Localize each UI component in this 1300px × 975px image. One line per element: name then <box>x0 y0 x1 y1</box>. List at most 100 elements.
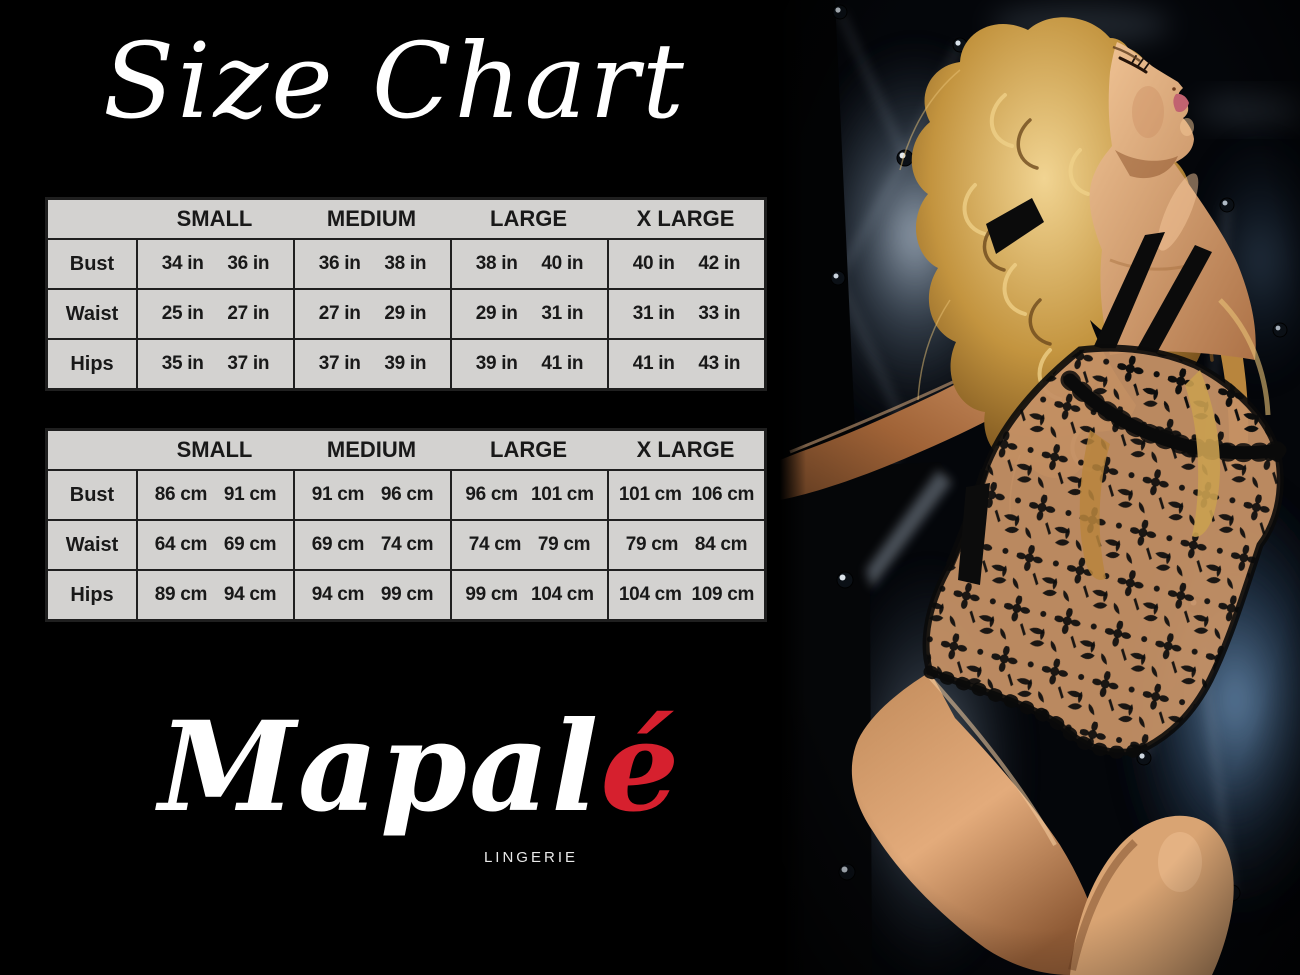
size-value: 41 in <box>541 353 584 374</box>
info-panel: Size Chart SMALL MEDIUM LARGE X LARGE Bust 34… <box>45 20 767 866</box>
size-value: 69 cm <box>223 534 277 555</box>
table-row: Hips 35 in 37 in 37 in 39 in 39 in 41 in 41 in 4… <box>48 338 764 388</box>
value-cell: 36 in 38 in <box>293 240 450 288</box>
header-spacer <box>48 200 136 238</box>
brand-tagline: LINGERIE <box>483 849 578 866</box>
size-value: 37 in <box>318 353 361 374</box>
size-header-cell: MEDIUM <box>326 206 417 231</box>
size-value: 40 in <box>541 253 584 274</box>
table-header-row: SMALL MEDIUM LARGE X LARGE <box>48 200 764 238</box>
size-value: 74 cm <box>380 534 434 555</box>
size-value: 104 cm <box>531 584 594 605</box>
size-value: 104 cm <box>618 584 682 605</box>
table-row: Bust 86 cm 91 cm 91 cm 96 cm 96 cm 101 cm 101 c… <box>48 469 764 519</box>
size-value: 106 cm <box>691 484 755 505</box>
size-value: 99 cm <box>465 584 518 605</box>
page-title: Size Chart <box>103 20 687 142</box>
row-label-cell: Hips <box>70 583 114 606</box>
size-header-cell: MEDIUM <box>326 437 417 462</box>
size-value: 36 in <box>318 253 361 274</box>
size-header-cell: LARGE <box>490 206 567 231</box>
size-value: 38 in <box>384 253 427 274</box>
size-value: 99 cm <box>380 584 434 605</box>
size-value: 31 in <box>541 303 584 324</box>
size-value: 109 cm <box>691 584 755 605</box>
vignette <box>780 0 1300 975</box>
size-value: 36 in <box>227 253 270 274</box>
size-value: 39 in <box>475 353 518 374</box>
table-header-row: SMALL MEDIUM LARGE X LARGE <box>48 431 764 469</box>
size-value: 33 in <box>698 303 741 324</box>
value-cell: 101 cm 106 cm <box>607 471 764 519</box>
value-cell: 31 in 33 in <box>607 290 764 338</box>
size-value: 29 in <box>475 303 518 324</box>
size-value: 41 in <box>632 353 675 374</box>
value-cell: 99 cm 104 cm <box>450 571 607 619</box>
size-value: 96 cm <box>380 484 434 505</box>
value-cell: 39 in 41 in <box>450 340 607 388</box>
size-table-inches: SMALL MEDIUM LARGE X LARGE Bust 34 in 36 in 36 … <box>45 197 767 391</box>
size-value: 94 cm <box>311 584 365 605</box>
table-row: Waist 25 in 27 in 27 in 29 in 29 in 31 in 31 in… <box>48 288 764 338</box>
size-value: 84 cm <box>694 534 748 555</box>
size-value: 101 cm <box>531 484 594 505</box>
value-cell: 69 cm 74 cm <box>293 521 450 569</box>
size-value: 27 in <box>318 303 361 324</box>
size-value: 43 in <box>698 353 741 374</box>
size-value: 35 in <box>161 353 204 374</box>
value-cell: 86 cm 91 cm <box>136 471 293 519</box>
value-cell: 96 cm 101 cm <box>450 471 607 519</box>
table-row: Waist 64 cm 69 cm 69 cm 74 cm 74 cm 79 cm 79 cm… <box>48 519 764 569</box>
header-spacer <box>48 431 136 469</box>
table-row: Hips 89 cm 94 cm 94 cm 99 cm 99 cm 104 cm 104 c… <box>48 569 764 619</box>
model-photo <box>780 0 1300 975</box>
brand-name-accent: é <box>600 695 682 840</box>
size-header-cell: X LARGE <box>636 206 735 231</box>
value-cell: 64 cm 69 cm <box>136 521 293 569</box>
model-photo-illustration <box>780 0 1300 975</box>
value-cell: 37 in 39 in <box>293 340 450 388</box>
size-value: 89 cm <box>154 584 208 605</box>
value-cell: 34 in 36 in <box>136 240 293 288</box>
value-cell: 27 in 29 in <box>293 290 450 338</box>
value-cell: 104 cm 109 cm <box>607 571 764 619</box>
value-cell: 35 in 37 in <box>136 340 293 388</box>
row-label-cell: Bust <box>69 252 115 275</box>
size-value: 37 in <box>227 353 270 374</box>
size-value: 38 in <box>475 253 518 274</box>
size-value: 34 in <box>161 253 204 274</box>
value-cell: 40 in 42 in <box>607 240 764 288</box>
size-header-cell: X LARGE <box>636 437 735 462</box>
size-value: 101 cm <box>618 484 682 505</box>
value-cell: 94 cm 99 cm <box>293 571 450 619</box>
size-value: 79 cm <box>625 534 679 555</box>
size-value: 91 cm <box>223 484 277 505</box>
value-cell: 38 in 40 in <box>450 240 607 288</box>
size-value: 94 cm <box>223 584 277 605</box>
row-label-cell: Hips <box>70 352 114 375</box>
row-label-cell: Waist <box>65 302 119 325</box>
value-cell: 91 cm 96 cm <box>293 471 450 519</box>
size-value: 96 cm <box>465 484 518 505</box>
value-cell: 89 cm 94 cm <box>136 571 293 619</box>
value-cell: 41 in 43 in <box>607 340 764 388</box>
table-row: Bust 34 in 36 in 36 in 38 in 38 in 40 in 40 in 4… <box>48 238 764 288</box>
size-value: 74 cm <box>468 534 522 555</box>
size-value: 40 in <box>632 253 675 274</box>
size-value: 39 in <box>384 353 427 374</box>
row-label-cell: Bust <box>69 483 115 506</box>
size-value: 69 cm <box>311 534 365 555</box>
value-cell: 29 in 31 in <box>450 290 607 338</box>
value-cell: 79 cm 84 cm <box>607 521 764 569</box>
value-cell: 74 cm 79 cm <box>450 521 607 569</box>
size-value: 79 cm <box>537 534 591 555</box>
brand-name: Mapal <box>158 695 601 840</box>
size-value: 91 cm <box>311 484 365 505</box>
size-value: 42 in <box>698 253 741 274</box>
size-table-centimeters: SMALL MEDIUM LARGE X LARGE Bust 86 cm 91 cm 91 … <box>45 428 767 622</box>
size-value: 29 in <box>384 303 427 324</box>
row-label-cell: Waist <box>65 533 119 556</box>
size-header-cell: LARGE <box>490 437 567 462</box>
brand-logo: Mapalé <box>30 688 810 848</box>
size-value: 31 in <box>632 303 675 324</box>
